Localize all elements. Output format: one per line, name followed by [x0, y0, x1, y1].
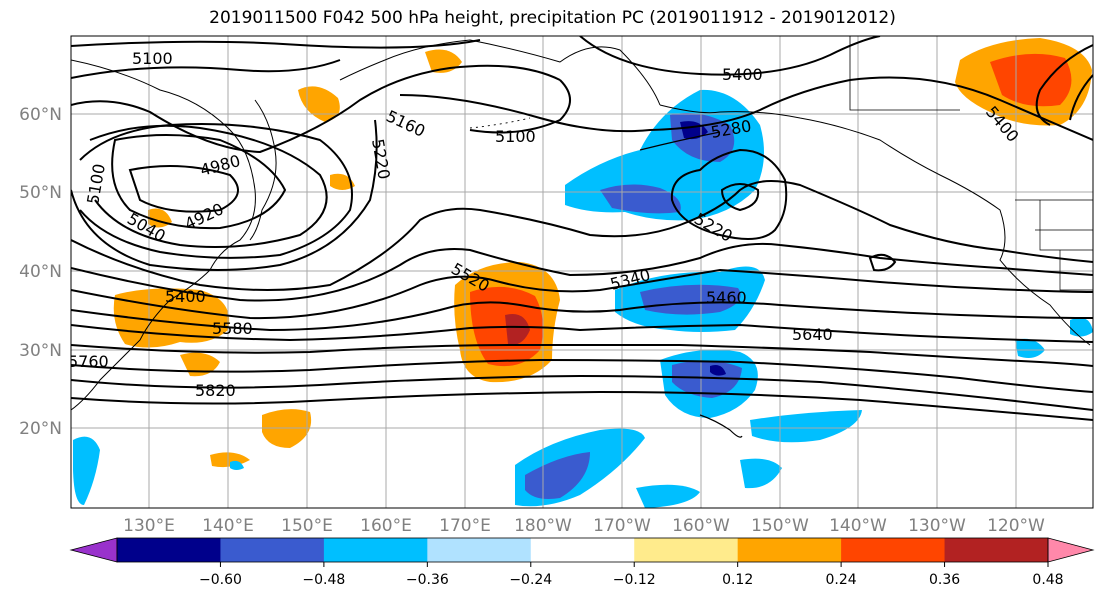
colorbar-segment — [634, 538, 739, 562]
contour-label: 4980 — [198, 151, 242, 180]
lat-label: 40°N — [19, 262, 62, 282]
colorbar-tick-label: −0.36 — [406, 572, 449, 588]
lon-label: 160°W — [672, 516, 730, 536]
colorbar-segment — [117, 538, 221, 562]
contour-label: 5400 — [165, 287, 206, 306]
contour-label: 5100 — [132, 49, 173, 68]
colorbar-tick-label: −0.12 — [613, 572, 656, 588]
lon-label: 170°W — [593, 516, 651, 536]
graticule — [71, 36, 1093, 508]
lon-label: 170°E — [439, 516, 491, 536]
precip-negative-area — [672, 360, 742, 398]
contour-label: 5760 — [68, 352, 109, 371]
colorbar-outline — [116, 537, 1049, 563]
longitude-labels: 130°E 140°E 150°E 160°E 170°E 180°W 170°… — [123, 516, 1045, 536]
contour-label: 5460 — [706, 288, 747, 307]
colorbar: −0.60 −0.48 −0.36 −0.24 −0.12 0.12 0.24 0.36 0.4… — [69, 537, 1095, 588]
contour-label: 5100 — [495, 127, 536, 146]
lon-label: 130°W — [908, 516, 966, 536]
precip-negative-area — [750, 410, 862, 443]
colorbar-tick-label: 0.24 — [826, 572, 857, 588]
latitude-labels: 60°N 50°N 40°N 30°N 20°N — [19, 105, 62, 439]
precip-negative-area — [230, 460, 244, 470]
precip-negative-area — [525, 452, 590, 499]
contour-label: 5100 — [83, 162, 109, 205]
height-contours — [71, 36, 1093, 421]
contour-label: 5220 — [368, 137, 394, 180]
precip-negative-area — [710, 365, 726, 376]
precip-negative-area — [640, 284, 741, 315]
precip-negative-area — [1015, 338, 1045, 358]
precip-fill-layer — [73, 38, 1093, 508]
colorbar-segment — [530, 538, 635, 562]
lon-label: 120°W — [987, 516, 1045, 536]
contour-label: 5580 — [212, 319, 253, 338]
colorbar-tick-label: −0.24 — [509, 572, 552, 588]
precip-negative-area — [740, 458, 782, 489]
contour-label: 5160 — [383, 106, 428, 140]
colorbar-segment — [841, 538, 946, 562]
contour-label: 5820 — [195, 381, 236, 400]
lon-label: 140°W — [829, 516, 887, 536]
colorbar-extend-high — [1047, 537, 1095, 563]
precip-negative-area — [73, 436, 100, 505]
map-frame — [70, 35, 1094, 509]
colorbar-segment — [323, 538, 428, 562]
colorbar-segment — [427, 538, 532, 562]
lat-label: 60°N — [19, 105, 62, 125]
colorbar-extend-low — [69, 537, 118, 563]
lon-label: 150°W — [751, 516, 809, 536]
colorbar-tick-label: −0.60 — [199, 572, 242, 588]
lon-label: 160°E — [360, 516, 412, 536]
lon-label: 140°E — [202, 516, 254, 536]
precip-positive-area — [180, 352, 220, 377]
precip-positive-area — [262, 409, 312, 448]
colorbar-tick-label: −0.48 — [302, 572, 345, 588]
precip-negative-area — [1070, 317, 1093, 337]
lon-label: 130°E — [123, 516, 175, 536]
colorbar-segment — [944, 538, 1049, 562]
colorbar-tick-label: 0.12 — [722, 572, 753, 588]
lat-label: 30°N — [19, 341, 62, 361]
lat-label: 20°N — [19, 419, 62, 439]
precip-positive-area — [505, 314, 530, 345]
contour-label: 5400 — [722, 65, 763, 84]
lat-label: 50°N — [19, 183, 62, 203]
contour-label: 5640 — [792, 325, 833, 344]
precip-positive-area — [990, 53, 1072, 107]
colorbar-segment — [737, 538, 842, 562]
map-title: 2019011500 F042 500 hPa height, precipit… — [209, 8, 896, 28]
colorbar-tick-label: 0.48 — [1032, 572, 1063, 588]
lon-label: 180°W — [514, 516, 572, 536]
precip-negative-area — [636, 484, 700, 508]
colorbar-tick-label: 0.36 — [929, 572, 960, 588]
precip-positive-area — [298, 86, 340, 122]
colorbar-segment — [220, 538, 325, 562]
lon-label: 150°E — [281, 516, 333, 536]
